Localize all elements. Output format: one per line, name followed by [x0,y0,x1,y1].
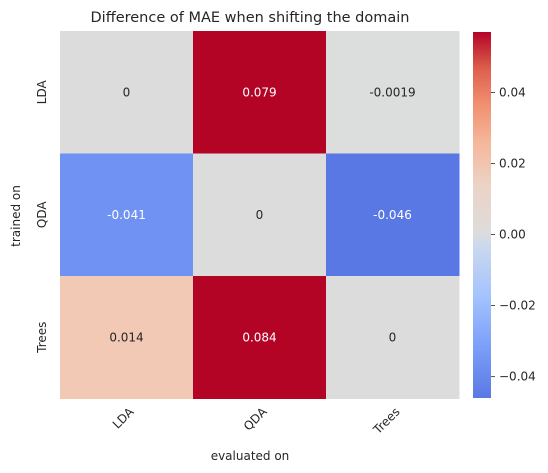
heatmap-cell-qda-qda [193,153,327,277]
colorbar-tick-label: 0.02 [499,156,526,170]
x-tick-label: QDA [241,404,270,433]
x-tick-label: Trees [370,405,403,438]
x-tick-labels: LDA QDA Trees [110,404,403,437]
cell-value-label: -0.0019 [369,85,415,99]
heatmap-cell-qda-trees [326,153,460,277]
colorbar-ticks: 0.04 0.02 0.00 −0.02 −0.04 [491,85,536,384]
cell-value-label: 0.014 [109,330,143,344]
x-tick-label: LDA [110,404,137,431]
y-tick-label: LDA [35,80,49,105]
heatmap-cell-labels: 0 0.079 -0.0019 -0.041 0 -0.046 0.014 0.084 0 [107,85,416,344]
heatmap-cell-lda-trees [326,31,460,154]
heatmap-cells [60,31,460,399]
heatmap-cell-trees-qda [193,276,327,399]
y-tick-label: Trees [35,322,49,354]
colorbar-gradient [473,32,491,398]
cell-value-label: -0.041 [107,208,146,222]
colorbar-tick-label: 0.04 [499,85,526,99]
colorbar-tick-label: −0.04 [499,370,536,384]
chart-title: Difference of MAE when shifting the doma… [91,10,410,26]
heatmap-cell-trees-lda [60,276,194,399]
cell-value-label: 0 [123,85,131,99]
y-axis-label: trained on [9,185,23,247]
heatmap-cell-lda-lda [60,31,194,154]
y-tick-label: QDA [35,201,49,228]
x-axis-label: evaluated on [211,449,290,463]
heatmap-cell-qda-lda [60,153,194,277]
cell-value-label: 0.079 [242,85,276,99]
colorbar-tick-label: −0.02 [499,299,536,313]
cell-value-label: 0 [389,330,397,344]
y-tick-labels: LDA QDA Trees [35,80,49,354]
colorbar: 0.04 0.02 0.00 −0.02 −0.04 [473,32,536,398]
heatmap-cell-lda-qda [193,31,327,154]
cell-value-label: 0.084 [242,330,276,344]
cell-value-label: 0 [256,208,264,222]
colorbar-tick-label: 0.00 [499,228,526,242]
cell-value-label: -0.046 [373,208,412,222]
heatmap-cell-trees-trees [326,276,460,399]
